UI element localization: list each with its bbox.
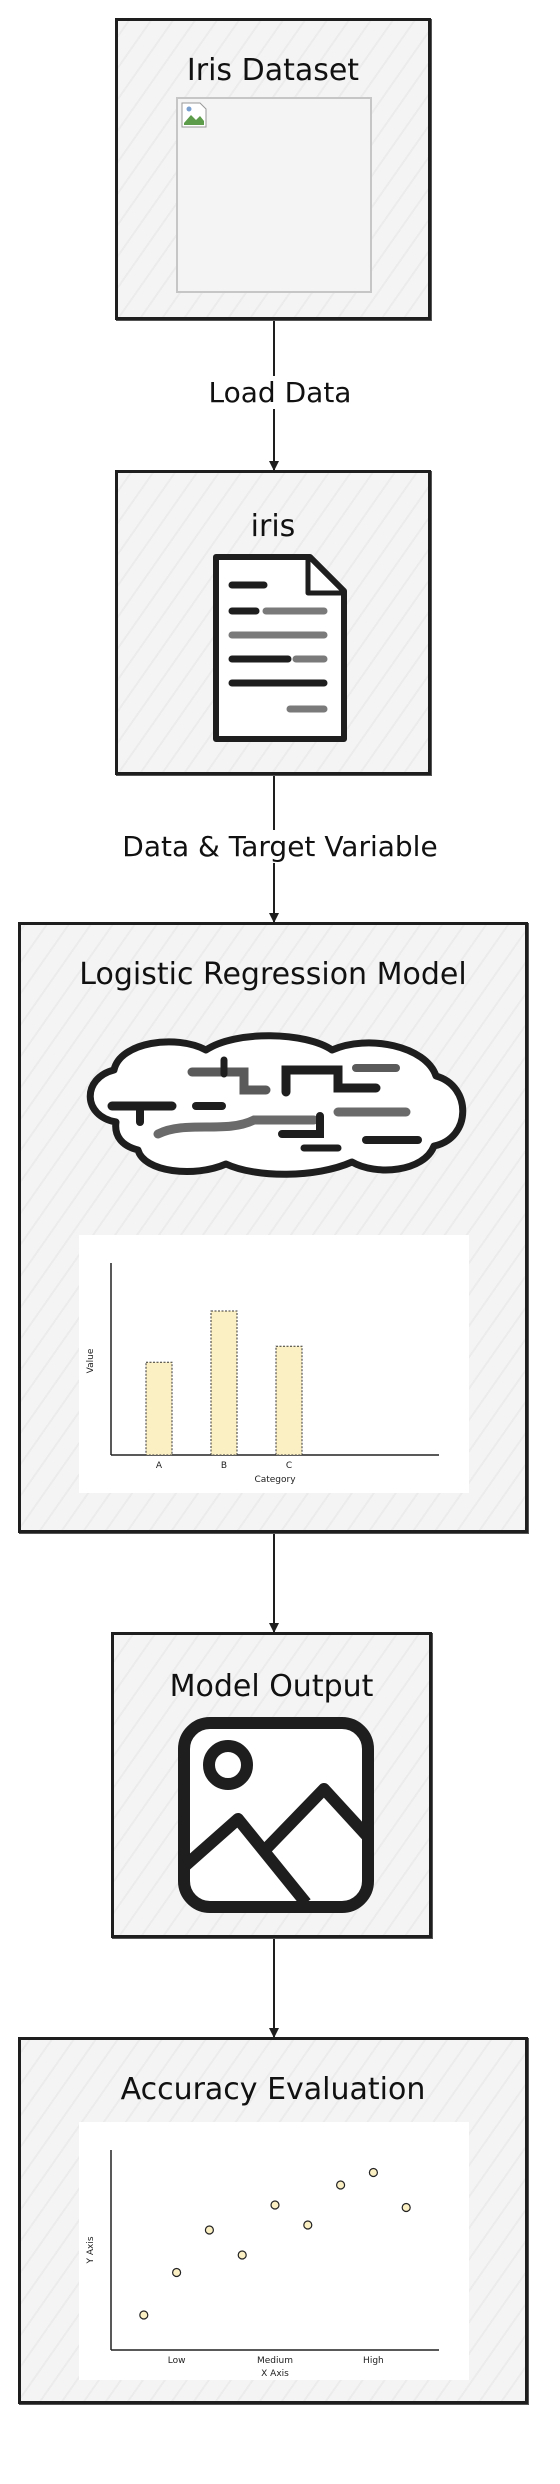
x-tick-label: A: [156, 1461, 163, 1471]
scatter-point: [270, 2200, 280, 2210]
node-title: iris: [250, 509, 296, 544]
node-model-output[interactable]: Model Output: [111, 1632, 432, 1938]
edge-label-load-data: Load Data: [0, 376, 560, 409]
bar: [275, 1345, 303, 1456]
scatter-point: [336, 2180, 346, 2190]
scatter-chart: Low Medium High X Axis Y Axis: [86, 2150, 439, 2379]
x-tick-label: Medium: [257, 2356, 293, 2366]
image-placeholder-icon: [178, 1717, 374, 1913]
x-axis-label: X Axis: [261, 2369, 289, 2379]
node-iris-dataset[interactable]: Iris Dataset: [115, 18, 431, 320]
node-accuracy-evaluation[interactable]: Accuracy Evaluation Low Medium High X Axis Y…: [18, 2037, 528, 2404]
scatter-chart-card: Low Medium High X Axis Y Axis: [79, 2122, 469, 2380]
scatter-point: [139, 2310, 149, 2320]
node-iris[interactable]: iris: [115, 470, 431, 775]
scatter-point: [368, 2167, 378, 2178]
node-title: Accuracy Evaluation: [120, 2072, 426, 2107]
scatter-point: [171, 2267, 182, 2278]
broken-image-icon: [176, 97, 372, 293]
node-logistic-regression-model[interactable]: Logistic Regression Model A B C Category Val…: [18, 922, 528, 1533]
bar: [210, 1310, 238, 1456]
brain-icon: [86, 1032, 467, 1178]
scatter-point: [237, 2250, 247, 2260]
x-tick-label: High: [363, 2356, 384, 2366]
bar-chart-card: A B C Category Value: [79, 1235, 469, 1493]
x-tick-label: B: [221, 1461, 227, 1471]
node-title: Iris Dataset: [186, 53, 360, 88]
bar-chart: A B C Category Value: [86, 1263, 439, 1485]
node-title: Model Output: [169, 1669, 374, 1704]
x-tick-label: C: [286, 1461, 292, 1471]
document-icon: [213, 554, 347, 742]
scatter-point: [303, 2220, 313, 2230]
node-title: Logistic Regression Model: [79, 957, 467, 992]
y-axis-label: Value: [86, 1348, 96, 1373]
bar: [145, 1361, 173, 1456]
scatter-point: [401, 2202, 411, 2213]
x-axis-label: Category: [254, 1475, 296, 1485]
y-axis-label: Y Axis: [86, 2236, 96, 2264]
scatter-point: [204, 2225, 214, 2235]
edge-label-data-target: Data & Target Variable: [0, 830, 560, 863]
x-tick-label: Low: [168, 2356, 186, 2366]
